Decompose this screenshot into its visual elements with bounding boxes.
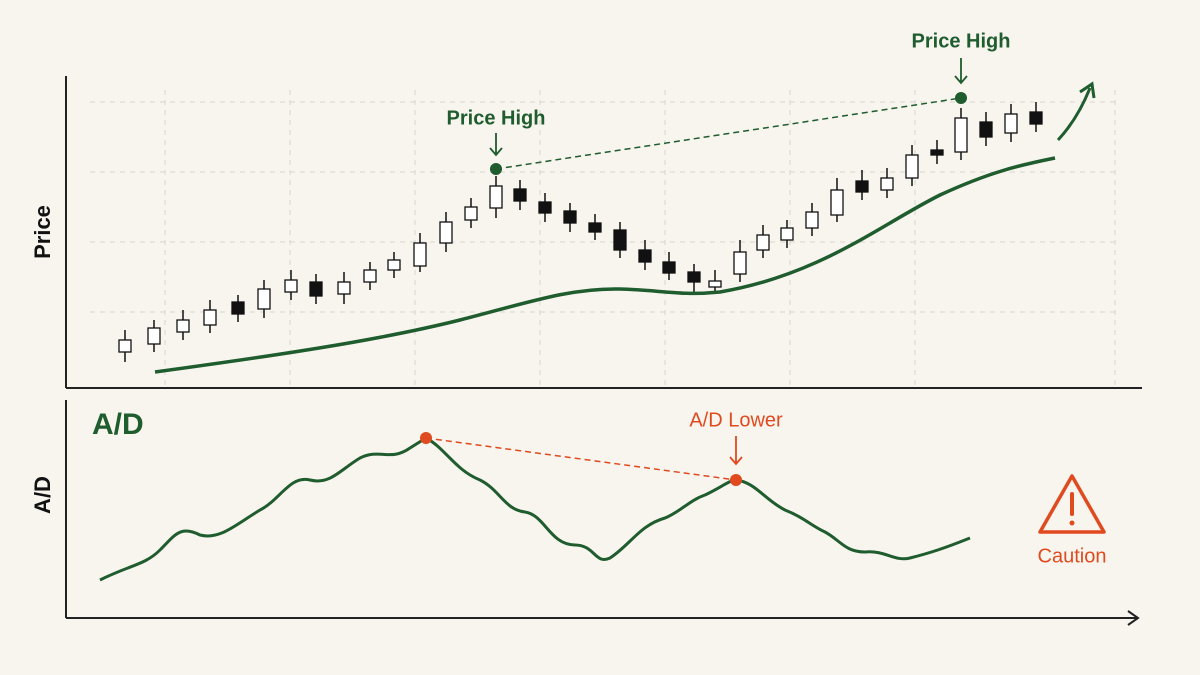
ad-lower-dot	[730, 474, 742, 486]
candle-body	[613, 229, 627, 251]
candle-body	[588, 222, 602, 233]
candle-body	[176, 319, 190, 333]
candle-body	[1029, 111, 1043, 125]
candle-body	[830, 189, 844, 216]
candle-body	[464, 206, 478, 221]
candle-body	[733, 251, 747, 275]
price-high-line	[495, 97, 962, 170]
candle-body	[855, 180, 869, 193]
ad-lower-line	[425, 437, 737, 481]
candle-body	[905, 154, 919, 179]
candle-body	[231, 301, 245, 315]
candle-body	[805, 211, 819, 229]
candle-body	[284, 279, 298, 293]
caution-icon	[1038, 474, 1106, 534]
candle-body	[363, 269, 377, 283]
caution-icon-dot	[1069, 520, 1075, 526]
price-high-dot	[955, 92, 967, 104]
candle-body	[489, 185, 503, 209]
grid	[90, 90, 1120, 385]
candle-body	[387, 259, 401, 271]
ad-axis-label: A/D	[30, 476, 55, 514]
price-high-dot	[490, 163, 502, 175]
candle-body	[930, 149, 944, 156]
candle-body	[1004, 113, 1018, 134]
candle-body	[662, 261, 676, 274]
price-high-label: Price High	[447, 107, 546, 129]
candle-body	[413, 242, 427, 267]
candle-body	[513, 188, 527, 202]
candle-body	[687, 271, 701, 283]
candle-body	[439, 221, 453, 244]
candle-body	[638, 249, 652, 263]
ad-lower-arrow	[729, 436, 743, 466]
candle-body	[203, 309, 217, 326]
price-high-label: Price High	[912, 30, 1011, 52]
candle-body	[979, 121, 993, 138]
x-axis-arrow	[1127, 610, 1140, 626]
candles	[118, 102, 1043, 362]
candle-body	[309, 281, 323, 297]
price-trend	[154, 156, 1056, 374]
ad-line	[99, 436, 971, 582]
price-high-arrow	[954, 58, 968, 85]
candle-body	[563, 210, 577, 224]
candle-body	[538, 201, 552, 214]
candle-body	[708, 280, 722, 288]
caution-label: Caution	[1038, 545, 1107, 567]
candle-body	[147, 327, 161, 345]
candle-body	[257, 288, 271, 310]
candle-body	[756, 234, 770, 251]
ad-title: A/D	[92, 408, 144, 441]
ad-lower-label: A/D Lower	[689, 409, 783, 431]
trend-arrow-head	[1079, 81, 1096, 99]
candle-body	[954, 117, 968, 153]
candle-body	[337, 281, 351, 295]
candle-body	[118, 339, 132, 353]
price-axis-label: Price	[30, 205, 55, 259]
candle-body	[780, 227, 794, 241]
ad-high-dot	[420, 432, 432, 444]
trend-arrow	[1056, 87, 1092, 142]
price-high-arrow	[489, 133, 503, 157]
candle-body	[880, 177, 894, 191]
